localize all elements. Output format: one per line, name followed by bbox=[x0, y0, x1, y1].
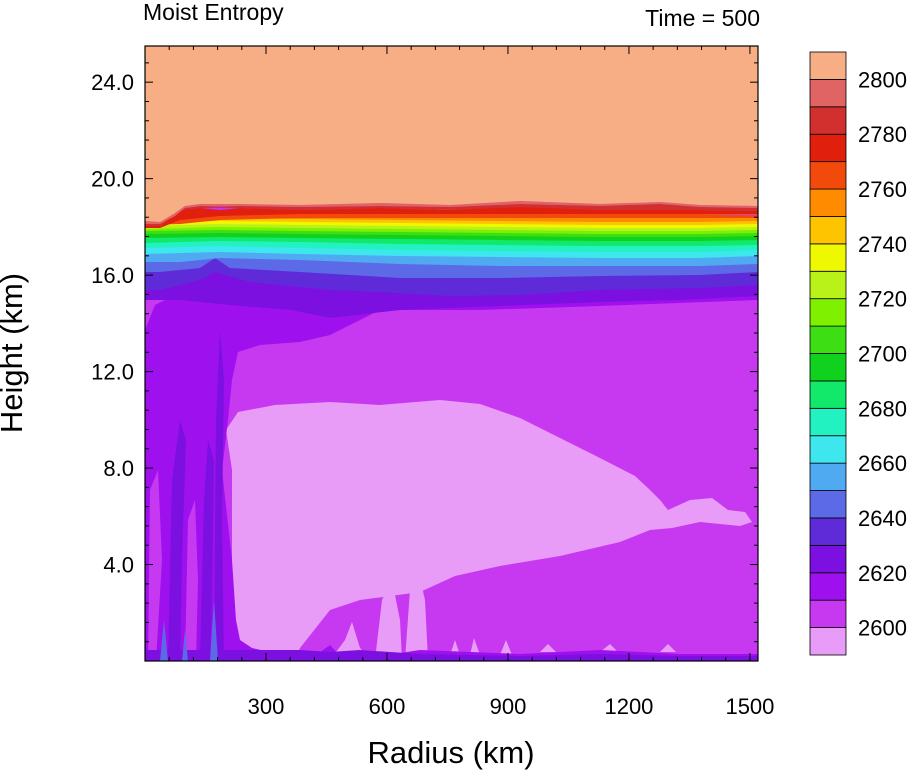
colorbar-label: 2620 bbox=[858, 561, 907, 586]
colorbar-swatch bbox=[809, 599, 847, 628]
colorbar-label: 2720 bbox=[858, 287, 907, 312]
y-tick-label: 16.0 bbox=[91, 263, 134, 288]
x-tick-label: 1200 bbox=[604, 694, 653, 719]
x-axis-label: Radius (km) bbox=[367, 735, 534, 770]
colorbar-swatch bbox=[809, 216, 847, 245]
y-tick-label: 24.0 bbox=[91, 70, 134, 95]
colorbar-label: 2800 bbox=[858, 67, 907, 92]
y-tick-label: 4.0 bbox=[103, 553, 134, 578]
colorbar-swatch bbox=[809, 51, 847, 80]
colorbar-swatch bbox=[809, 188, 847, 217]
x-axis: 300 600 900 1200 1500 bbox=[168, 46, 774, 719]
x-tick-label: 600 bbox=[369, 694, 406, 719]
colorbar-swatch bbox=[809, 627, 847, 656]
colorbar-label: 2700 bbox=[858, 342, 907, 367]
field-contour-2620-gaps bbox=[148, 470, 198, 661]
field-band-2790 bbox=[145, 204, 758, 226]
colorbar-swatch bbox=[809, 353, 847, 382]
field-contour-2600-pocket bbox=[226, 400, 752, 660]
field-upper-layer bbox=[145, 46, 758, 222]
colorbar-label: 2760 bbox=[858, 177, 907, 202]
colorbar-swatch bbox=[809, 79, 847, 108]
colorbar-swatch bbox=[809, 106, 847, 135]
colorbar-label: 2780 bbox=[858, 122, 907, 147]
y-axis: 4.0 8.0 12.0 16.0 20.0 24.0 bbox=[91, 62, 758, 643]
colorbar-swatch bbox=[809, 407, 847, 437]
y-tick-label: 20.0 bbox=[91, 167, 134, 192]
colorbar-swatch bbox=[809, 243, 847, 272]
x-tick-label: 300 bbox=[248, 694, 285, 719]
colorbar-swatch bbox=[809, 517, 847, 546]
colorbar-swatch bbox=[809, 462, 847, 491]
colorbar-swatch bbox=[809, 325, 847, 354]
colorbar-swatch bbox=[809, 572, 847, 601]
colorbar-swatch bbox=[809, 490, 847, 519]
colorbar-label: 2740 bbox=[858, 232, 907, 257]
colorbar-swatch bbox=[809, 298, 847, 327]
x-tick-label: 1500 bbox=[725, 694, 774, 719]
colorbar-label: 2680 bbox=[858, 396, 907, 421]
field-contour-2650-base bbox=[160, 600, 218, 661]
y-tick-label: 12.0 bbox=[91, 360, 134, 385]
colorbar-swatch bbox=[809, 161, 847, 190]
field-band-2770 bbox=[145, 212, 758, 225]
colorbar-swatch bbox=[809, 270, 847, 300]
chart-title: Moist Entropy bbox=[143, 0, 284, 25]
y-tick-label: 8.0 bbox=[103, 456, 134, 481]
colorbar-swatch bbox=[809, 380, 847, 409]
colorbar: 2600 2620 2640 2660 2680 2700 2720 2740 2760 2780… bbox=[809, 51, 907, 656]
colorbar-label: 2660 bbox=[858, 451, 907, 476]
y-axis-label: Height (km) bbox=[0, 273, 29, 433]
colorbar-label: 2600 bbox=[858, 616, 907, 641]
field-contour-2630-columns bbox=[145, 330, 758, 661]
colorbar-label: 2640 bbox=[858, 506, 907, 531]
x-tick-label: 900 bbox=[490, 694, 527, 719]
plot-frame bbox=[144, 45, 759, 662]
field-band-2800 bbox=[145, 201, 758, 224]
colorbar-swatch bbox=[809, 544, 847, 574]
plot-area bbox=[145, 46, 758, 661]
time-label: Time = 500 bbox=[645, 5, 760, 31]
field-band-2780 bbox=[145, 206, 758, 228]
colorbar-swatch bbox=[809, 435, 847, 464]
colorbar-swatch bbox=[809, 133, 847, 163]
